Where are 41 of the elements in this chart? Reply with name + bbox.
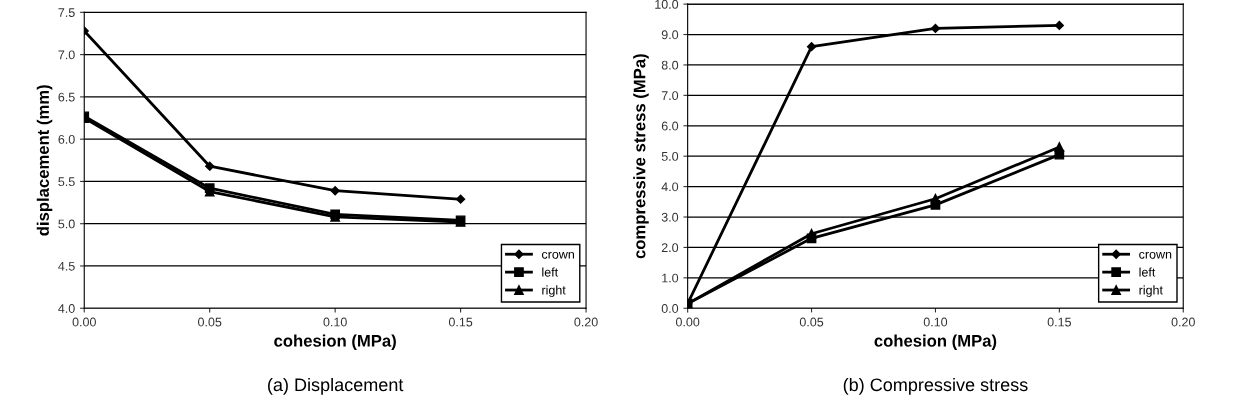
legend-label: crown [541,251,574,259]
x-axis-title: cohesion (MPa) [274,334,396,351]
y-tick-label: 4.0 [58,304,75,313]
y-tick-label: 6.5 [58,92,75,102]
y-tick-label: 1.0 [662,273,679,283]
y-tick-label: 2.0 [661,243,679,253]
y-tick-label: 7.0 [661,91,679,100]
legend-label: right [542,285,566,297]
y-tick-label: 7.0 [58,50,75,60]
y-axis-title: displacement (mm) [36,85,53,236]
x-tick-label: 0.15 [1047,317,1071,327]
x-tick-label: 0.20 [1171,317,1195,327]
text: (a) Displacement [268,377,404,395]
y-tick-label: 9.0 [661,30,679,40]
legend-label: left [1139,267,1156,277]
y-tick-label: 6.0 [661,121,679,131]
legend-label: right [1139,285,1163,297]
y-tick-label: 6.0 [58,134,75,144]
y-tick-label: 4.5 [58,261,75,271]
x-tick-label: 0.10 [923,317,948,327]
y-tick-label: 4.0 [661,182,679,192]
y-tick-label: 7.5 [58,8,75,17]
x-tick-label: 0.05 [198,317,222,327]
x-tick-label: 0.00 [72,317,96,327]
y-tick-label: 5.5 [58,177,75,187]
y-tick-label: 10.0 [655,0,679,9]
legend-label: left [542,267,559,277]
x-tick-label: 0.10 [323,317,347,327]
x-tick-label: 0.20 [574,317,598,327]
y-tick-label: 5.0 [58,219,75,229]
x-tick-label: 0.15 [448,317,473,327]
text: (b) Compressive stress [843,377,1028,395]
y-tick-label: 8.0 [661,60,679,70]
y-axis-title: compressive stress (MPa) [633,54,649,259]
y-tick-label: 3.0 [661,212,679,222]
y-tick-label: 0.0 [661,304,679,313]
y-tick-label: 5.0 [661,151,679,161]
x-tick-label: 0.00 [675,317,700,327]
x-tick-label: 0.05 [799,317,824,327]
x-axis-title: cohesion (MPa) [874,334,997,351]
legend-label: crown [1139,251,1172,259]
